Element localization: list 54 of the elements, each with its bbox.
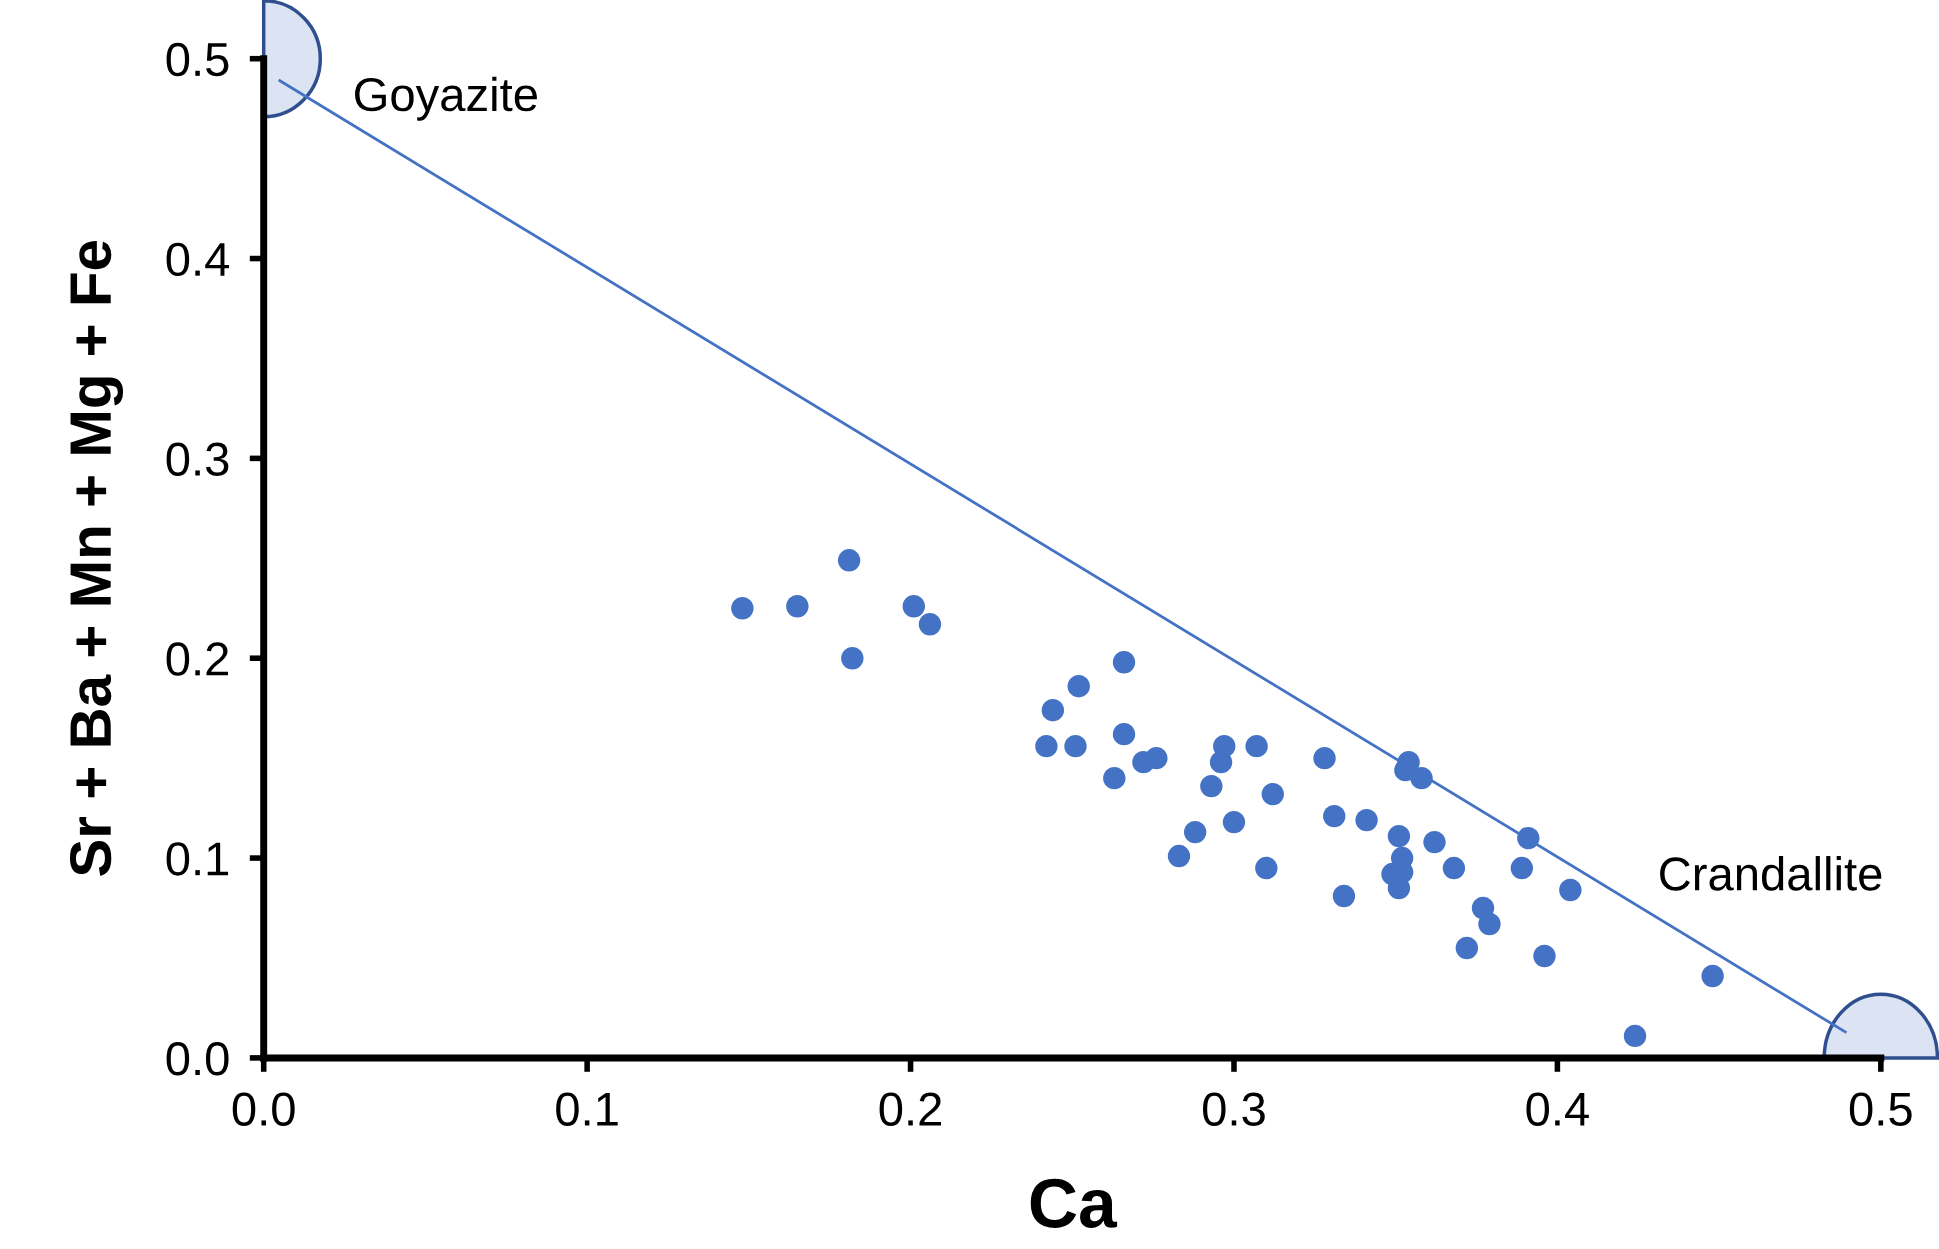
point (1255, 856, 1278, 880)
point (1410, 766, 1433, 790)
point (1332, 884, 1356, 908)
point (837, 549, 861, 572)
x-tick-label: 0.1 (556, 1092, 618, 1126)
annotation: Goyazite (355, 76, 537, 121)
y-tick-label: 0.1 (166, 842, 229, 876)
point (1623, 1024, 1647, 1048)
point (1478, 912, 1501, 936)
annotation: Crandallite (1660, 856, 1882, 891)
point (1442, 856, 1466, 880)
x-tick-label: 0.5 (1849, 1092, 1912, 1126)
point (1064, 734, 1087, 758)
point (1387, 824, 1411, 848)
point (1103, 766, 1126, 790)
point (1701, 964, 1724, 988)
x-tick-label: 0.4 (1526, 1092, 1589, 1126)
point (1323, 804, 1346, 828)
point (1213, 734, 1236, 758)
point (1455, 936, 1479, 960)
point (1200, 774, 1223, 798)
point (1183, 820, 1207, 844)
point (731, 597, 754, 620)
y-tick-label: 0.2 (166, 642, 229, 676)
point (1559, 878, 1582, 902)
point (1355, 808, 1378, 832)
point (1112, 651, 1136, 674)
point (1145, 746, 1168, 770)
point (786, 595, 809, 618)
x-tick-label: 0.3 (1203, 1092, 1265, 1126)
point (1067, 675, 1090, 698)
point (1261, 782, 1284, 806)
x-axis-title: Ca (1030, 1178, 1118, 1228)
point (1035, 734, 1058, 758)
point (902, 595, 925, 618)
point (1041, 698, 1065, 722)
point (1245, 734, 1268, 758)
y-axis-title: Sr + Ba + Mn + Mg + Fe (69, 240, 124, 876)
point (1510, 856, 1534, 880)
y-tick-label: 0.4 (166, 242, 229, 277)
point (918, 613, 942, 636)
point (1222, 810, 1246, 834)
x-tick-label: 0.2 (879, 1092, 942, 1126)
y-tick-label: 0.0 (166, 1042, 229, 1076)
point (1423, 830, 1446, 854)
y-tick-label: 0.5 (166, 42, 229, 77)
x-tick-label: 0.0 (232, 1092, 295, 1126)
y-tick-label: 0.3 (166, 442, 229, 476)
point (1167, 844, 1191, 868)
point (841, 647, 864, 670)
point (1517, 826, 1540, 850)
point (1533, 944, 1556, 968)
point (1313, 746, 1336, 770)
point (1112, 722, 1136, 746)
